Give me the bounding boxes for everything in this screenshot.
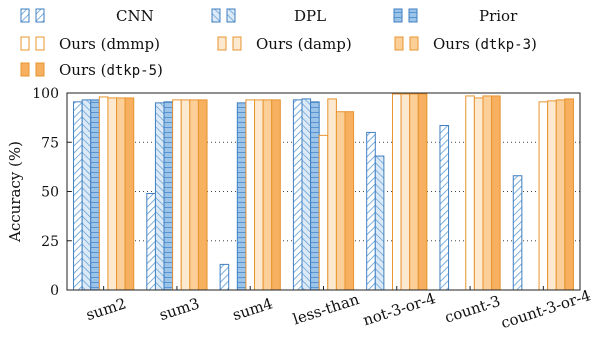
bar-count-3-ours-dmmp- [465, 95, 475, 291]
bar-not-3-or-4-cnn [366, 131, 376, 291]
bar-less-than-ours-dtkp-3- [335, 111, 346, 291]
bar-count-3-or-4-ours-dmmp- [538, 101, 549, 291]
legend-swatch [20, 62, 30, 77]
legend-swatch [20, 36, 30, 51]
bar-sum2-ours-dtkp-3- [116, 97, 126, 291]
x-tick-label: sum3 [157, 294, 202, 324]
bar-count-3-or-4-cnn [512, 175, 523, 291]
legend-label: Ours (damp) [256, 35, 352, 53]
legend-item: Prior [393, 7, 518, 25]
y-tick-label: 50 [41, 185, 59, 201]
legend-swatch [409, 36, 419, 51]
bar-sum2-prior [90, 99, 100, 291]
legend-swatch [35, 36, 45, 51]
bar-count-3-ours-dtkp-5- [491, 95, 501, 291]
x-tick-label: count-3-or-4 [499, 286, 593, 332]
bar-sum2-ours-dtkp-5- [124, 97, 135, 291]
bar-less-than-dpl [301, 98, 312, 291]
legend-label: Ours (dtkp-5) [59, 61, 163, 79]
legend-swatch [408, 8, 418, 23]
legend-label: CNN [116, 7, 154, 25]
bar-not-3-or-4-ours-dtkp-3- [409, 93, 419, 291]
legend-swatch [393, 8, 403, 23]
bar-sum3-ours-damp- [180, 99, 191, 291]
bar-sum2-dpl [81, 99, 92, 291]
legend-swatch [394, 36, 404, 51]
legend-swatch [226, 8, 236, 23]
legend-swatch [217, 36, 227, 51]
legend-item: CNN [20, 7, 154, 25]
legend-item: Ours (dmmp) [20, 35, 160, 53]
x-axis-ticks: sum2 sum3 sum4 less-than not-3-or-4 count-3co… [84, 286, 593, 332]
legend-label: Prior [479, 7, 518, 25]
bar-sum3-cnn [146, 192, 156, 291]
bar-sum4-ours-dtkp-5- [271, 99, 281, 291]
bar-sum4-ours-damp- [254, 99, 264, 291]
x-tick-label: sum2 [84, 294, 129, 324]
legend-swatch [232, 36, 242, 51]
legend-swatch [35, 8, 45, 23]
x-tick-label: not-3-or-4 [361, 289, 438, 329]
bar-sum4-ours-dtkp-3- [262, 99, 273, 291]
bar-sum3-dpl [154, 102, 165, 291]
legend-label: Ours (dmmp) [59, 35, 160, 53]
y-axis-label: Accuracy (%) [6, 141, 24, 243]
bar-not-3-or-4-ours-dtkp-5- [417, 93, 428, 291]
y-tick-label: 75 [41, 135, 59, 151]
bar-count-3-or-4-ours-dtkp-5- [564, 98, 574, 291]
legend-label: Ours (dtkp-3) [433, 35, 537, 53]
bar-not-3-or-4-dpl [374, 155, 385, 291]
y-tick-label: 0 [50, 283, 59, 299]
bar-sum4-prior [236, 102, 247, 291]
x-tick-label: sum4 [230, 294, 275, 324]
bar-sum4-cnn [219, 263, 230, 291]
bars [73, 93, 574, 291]
y-axis-ticks: 0 25 50 75 100 [32, 86, 71, 299]
bar-less-than-prior [310, 101, 320, 291]
bar-less-than-cnn [292, 99, 303, 291]
y-tick-label: 25 [41, 234, 59, 250]
bar-count-3-cnn [439, 125, 450, 291]
legend-item: Ours (dtkp-5) [20, 61, 163, 79]
x-tick-label: count-3 [442, 292, 502, 327]
bar-sum3-ours-dtkp-3- [189, 99, 199, 291]
bar-not-3-or-4-ours-damp- [400, 93, 411, 291]
bar-less-than-ours-damp- [327, 98, 337, 291]
y-tick-label: 100 [32, 86, 59, 102]
x-tick-label: less-than [291, 290, 362, 328]
bar-sum3-prior [163, 101, 174, 291]
legend-item: DPL [211, 7, 326, 25]
legend-item: Ours (damp) [217, 35, 352, 53]
bar-sum2-ours-dmmp- [98, 96, 109, 291]
bar-count-3-ours-dtkp-3- [482, 95, 493, 291]
bar-sum3-ours-dtkp-5- [197, 99, 208, 291]
legend-swatch [211, 8, 221, 23]
bar-less-than-ours-dtkp-5- [344, 111, 355, 291]
bar-not-3-or-4-ours-dmmp- [391, 93, 402, 291]
legend-item: Ours (dtkp-3) [394, 35, 537, 53]
legend-swatch [35, 62, 45, 77]
bar-count-3-or-4-ours-damp- [547, 100, 557, 291]
bar-sum3-ours-dmmp- [172, 99, 182, 291]
bar-less-than-ours-dmmp- [318, 134, 329, 291]
chart-legend: CNN DPL Prior Ours (dmmp) Ours (damp) Ours (d… [20, 7, 537, 79]
legend-label: DPL [294, 7, 326, 25]
bar-count-3-or-4-ours-dtkp-3- [555, 99, 566, 291]
bar-sum4-ours-dmmp- [245, 99, 256, 291]
bar-sum2-ours-damp- [107, 97, 118, 291]
legend-swatch [20, 8, 30, 23]
bar-sum2-cnn [73, 101, 83, 291]
bar-count-3-ours-damp- [473, 97, 484, 291]
